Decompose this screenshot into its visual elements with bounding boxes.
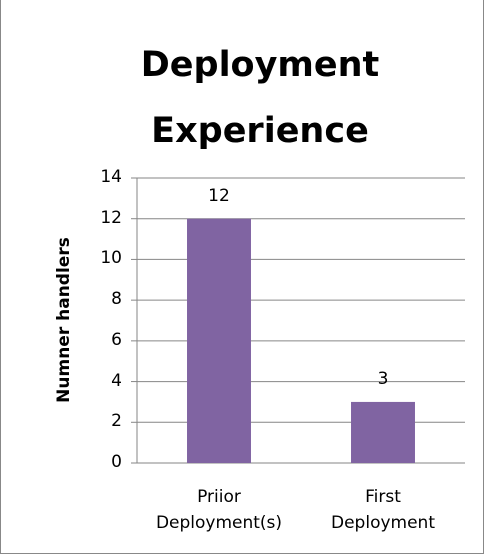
y-tick-label: 2 [111,411,122,432]
y-tick-label: 4 [111,370,122,391]
y-axis-label: Numner handlers [54,237,74,403]
x-tick-label: Priior Deployment(s) [155,487,283,533]
y-tick-label: 0 [111,452,122,472]
y-tick-label: 8 [111,289,122,310]
y-tick-label: 6 [111,329,122,350]
y-tick-label: 12 [100,207,122,228]
data-label: 3 [377,368,389,389]
chart-title: Deployment Experience [140,45,380,151]
y-tick-label: 10 [100,248,122,269]
bar [351,401,415,463]
data-label: 12 [208,185,230,206]
x-tick-label: First Deployment [331,487,435,533]
y-tick-label: 14 [100,167,122,187]
bar [187,218,251,463]
